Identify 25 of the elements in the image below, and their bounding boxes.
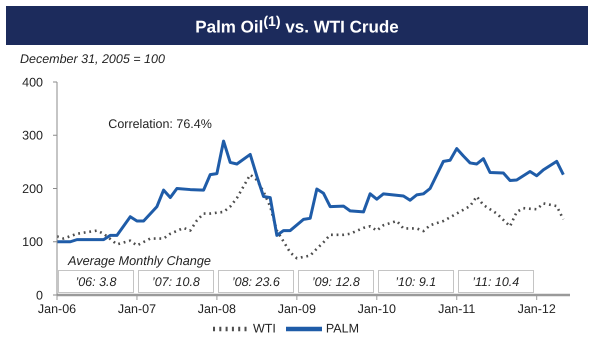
y-tick-label: 300 (22, 128, 44, 143)
legend-label: PALM (326, 321, 360, 336)
line-series (57, 140, 565, 244)
x-tick-label: Jan-09 (278, 302, 316, 316)
annotation: Correlation: 76.4% (108, 117, 212, 132)
x-tick-label: Jan-08 (198, 302, 236, 316)
annotation: Average Monthly Change (68, 254, 211, 268)
x-tick-label: Jan-12 (518, 302, 556, 316)
chart-subtitle: December 31, 2005 = 100 (20, 52, 165, 66)
x-tick-label: Jan-07 (118, 302, 156, 316)
annotation: ’10: 9.1 (395, 274, 436, 288)
y-tick-label: 200 (22, 182, 44, 196)
x-tick-label: Jan-11 (438, 302, 476, 316)
annotation: ’09: 12.8 (312, 274, 360, 288)
y-tick-label: 100 (22, 235, 44, 250)
y-tick-label: 0 (36, 288, 44, 302)
x-tick-label: Jan-06 (38, 302, 76, 316)
y-tick-label: 400 (22, 75, 44, 90)
legend-label: WTI (252, 321, 276, 336)
annotation: ’07: 10.8 (152, 274, 200, 288)
annotation: ’08: 23.6 (232, 274, 280, 288)
chart-title: Palm Oil$^{(1)}$ vs. WTI Crude (195, 14, 399, 38)
annotation: ’11: 10.4 (472, 274, 520, 288)
x-tick-label: Jan-10 (358, 302, 396, 316)
annotation: ’06: 3.8 (75, 274, 116, 288)
